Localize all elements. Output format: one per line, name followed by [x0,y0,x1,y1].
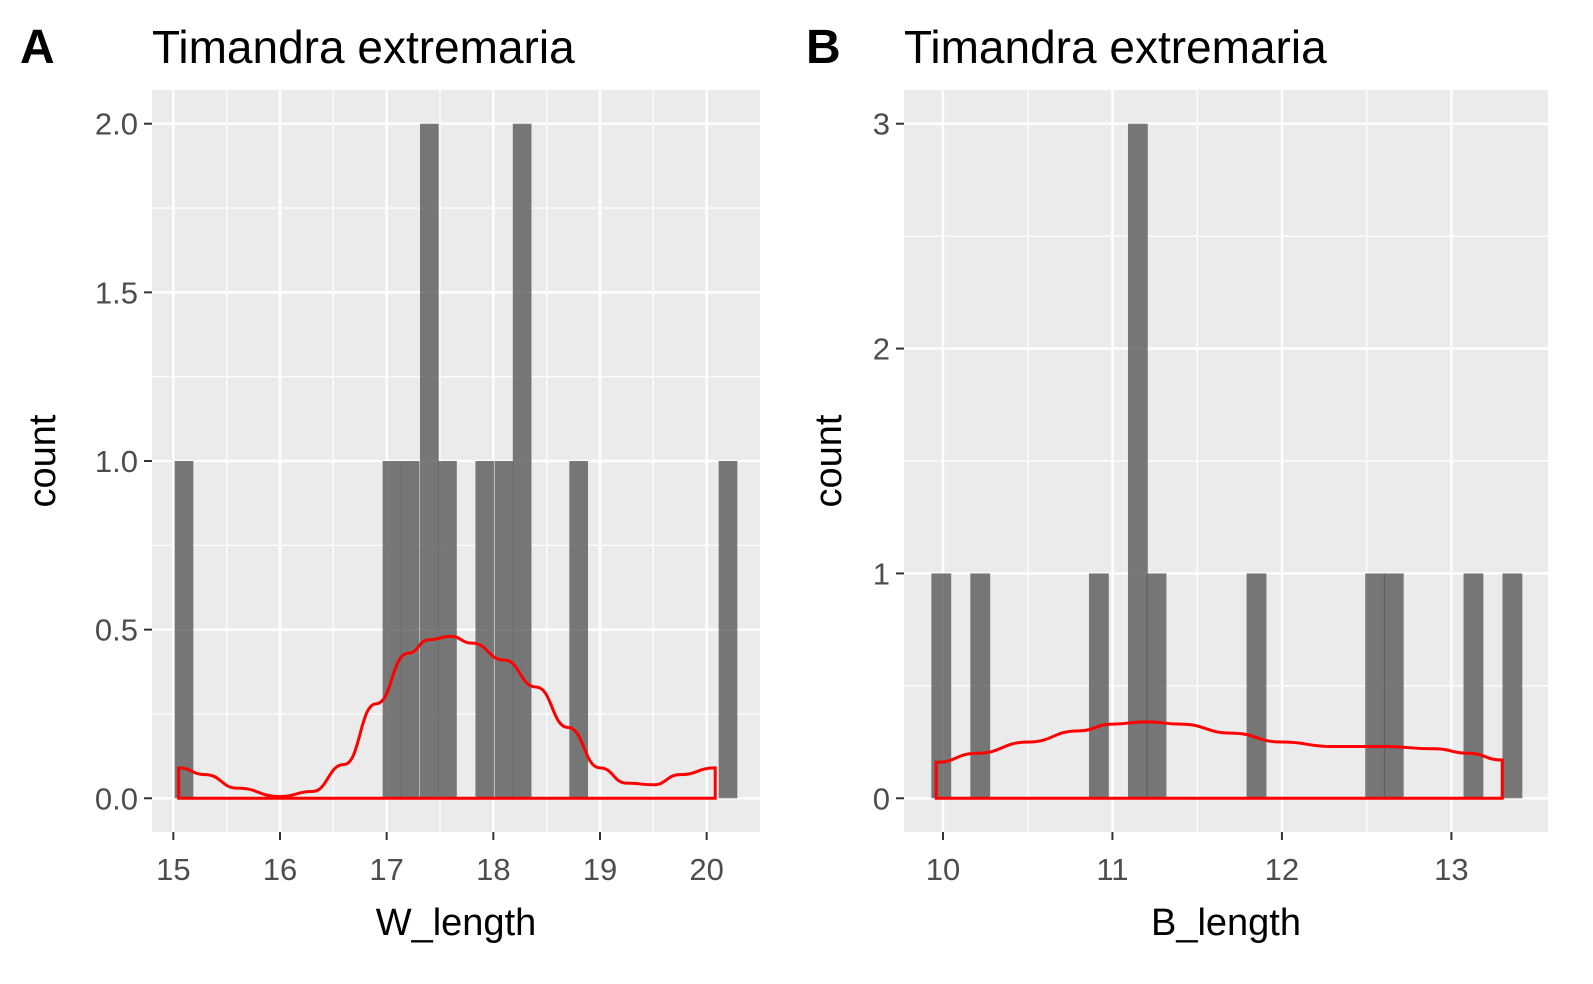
panel-b-bars [931,123,1523,799]
panel-a-x-tick-label: 18 [476,852,510,887]
panel-a-histogram-bar [174,461,194,799]
panel-a-y-axis-label: count [22,414,64,507]
panel-b-x-tick-label: 13 [1434,852,1468,887]
panel-a-y-tick-label: 1.0 [95,444,138,479]
panel-a-histogram-bar [400,461,420,799]
panel-a-histogram-bar [420,123,439,799]
panel-a-histogram-bar [718,461,738,799]
panel-a-title: Timandra extremaria [152,21,575,73]
panel-b-histogram-bar [1502,573,1523,799]
panel-b-x-axis-label: B_length [1151,902,1301,944]
panel-a-ticks: 15 16 17 18 19 20 0.0 0.5 1.0 1.5 2.0 [95,107,724,887]
panel-a-x-tick-label: 16 [263,852,297,887]
panel-a-histogram-bar [494,461,514,799]
panel-a-x-tick-label: 19 [583,852,617,887]
panel-b-y-tick-label: 0 [873,781,890,816]
panel-a-tag: A [20,21,55,74]
panel-b-tag: B [806,21,841,74]
panel-b-title: Timandra extremaria [904,21,1327,73]
panel-b-y-axis-label: count [808,414,850,507]
panel-b-histogram-bar [1127,123,1148,799]
panel-a-gridlines [152,90,760,832]
panel-b-x-tick-label: 10 [926,852,960,887]
panel-b-x-tick-label: 11 [1096,852,1128,887]
panel-a: A Timandra extremaria 15 16 17 18 19 20 0.0 0.5… [20,21,760,944]
panel-b-density-curve [934,720,1504,800]
panel-a-y-tick-label: 0.0 [95,781,138,816]
panel-a-y-tick-label: 2.0 [95,107,138,142]
panel-b-histogram-bar [970,573,991,799]
panel-a-histogram-bar [512,123,532,799]
panel-a-x-tick-label: 17 [369,852,403,887]
panel-a-x-tick-label: 15 [156,852,190,887]
panel-a-histogram-bar [475,461,495,799]
panel-a-histogram-bar [382,461,402,799]
panel-a-density-curve [177,634,717,800]
panel-a-histogram-bar [438,461,457,799]
panel-a-x-axis-label: W_length [376,902,537,944]
panel-b-histogram-bar [1246,573,1267,799]
panel-a-x-tick-label: 20 [689,852,723,887]
panel-b-histogram-bar [931,573,952,799]
panel-b-histogram-bar [1383,573,1404,799]
panel-a-y-tick-label: 0.5 [95,613,138,648]
panel-b-y-tick-label: 2 [873,332,890,367]
panel-b-histogram-bar [1146,573,1167,799]
panel-a-y-tick-label: 1.5 [95,275,138,310]
panel-b-histogram-bar [1088,573,1109,799]
panel-a-histogram-bar [569,461,588,799]
panel-b-x-tick-label: 12 [1265,852,1299,887]
panel-b-histogram-bar [1463,573,1484,799]
panel-b-y-tick-label: 3 [873,107,890,142]
panel-a-bars [174,123,738,799]
panel-b-histogram-bar [1365,573,1386,799]
panel-b-y-tick-label: 1 [873,556,890,591]
